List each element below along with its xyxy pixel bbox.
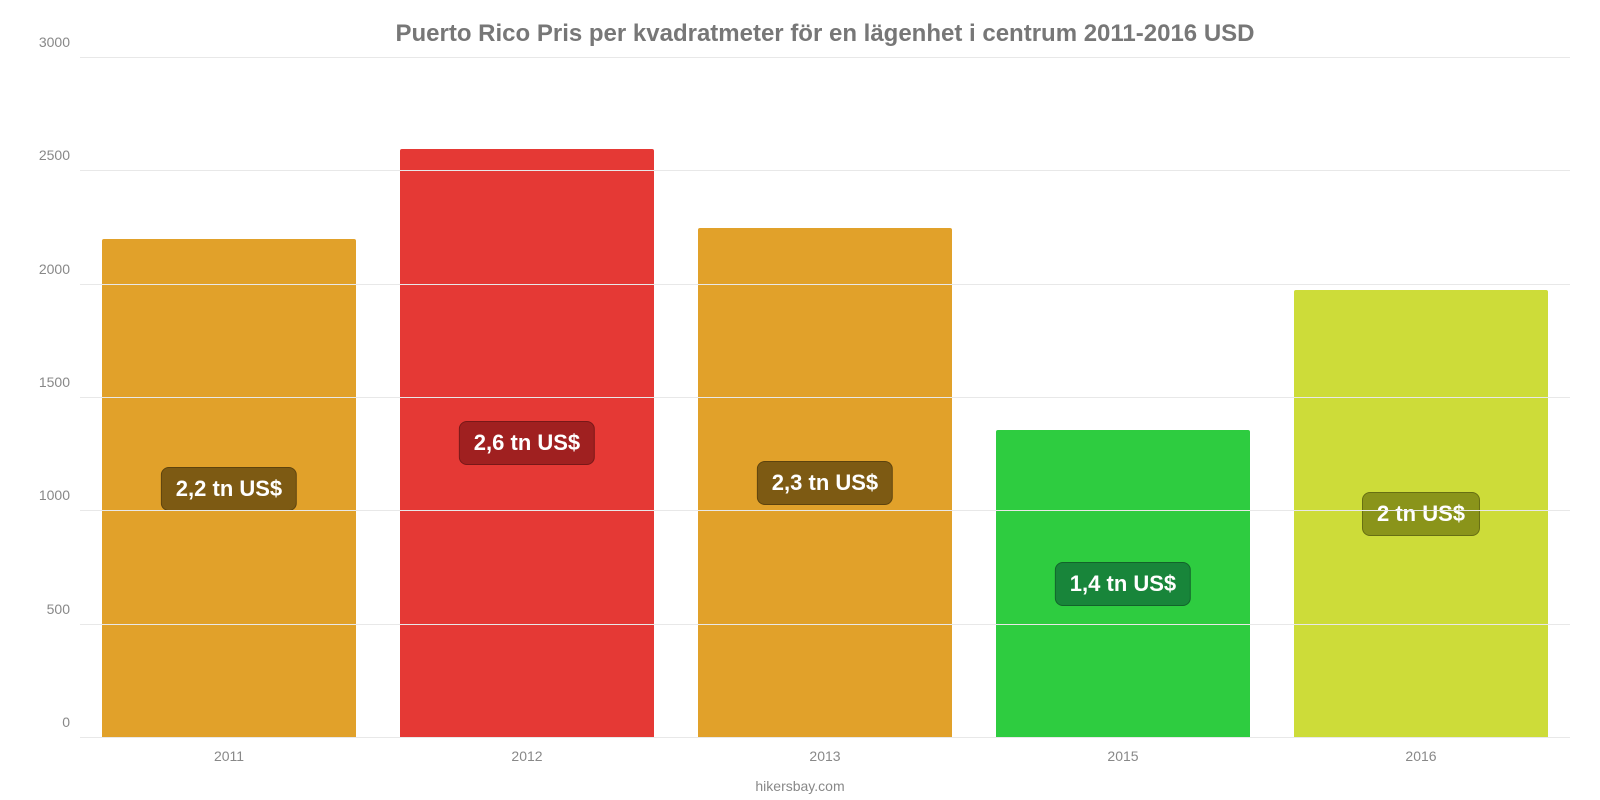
y-tick-label: 1500 xyxy=(20,374,70,390)
bar-slot: 2,6 tn US$2012 xyxy=(378,58,676,738)
bar-chart: Puerto Rico Pris per kvadratmeter för en… xyxy=(0,0,1600,800)
bar: 2,3 tn US$ xyxy=(698,228,951,738)
chart-footer: hikersbay.com xyxy=(0,778,1600,794)
chart-title: Puerto Rico Pris per kvadratmeter för en… xyxy=(80,20,1570,48)
x-tick-label: 2016 xyxy=(1405,738,1436,764)
x-tick-label: 2013 xyxy=(809,738,840,764)
bar-slot: 2,2 tn US$2011 xyxy=(80,58,378,738)
bar: 2,2 tn US$ xyxy=(102,239,355,738)
y-tick-label: 2500 xyxy=(20,147,70,163)
value-badge: 2,3 tn US$ xyxy=(757,461,893,505)
y-tick-label: 500 xyxy=(20,601,70,617)
bar: 1,4 tn US$ xyxy=(996,430,1249,738)
gridline xyxy=(80,510,1570,511)
x-tick-label: 2015 xyxy=(1107,738,1138,764)
value-badge: 1,4 tn US$ xyxy=(1055,562,1191,606)
y-tick-label: 3000 xyxy=(20,34,70,50)
gridline xyxy=(80,57,1570,58)
y-tick-label: 1000 xyxy=(20,487,70,503)
bars-container: 2,2 tn US$20112,6 tn US$20122,3 tn US$20… xyxy=(80,58,1570,738)
plot-area: 2,2 tn US$20112,6 tn US$20122,3 tn US$20… xyxy=(80,58,1570,738)
bar: 2,6 tn US$ xyxy=(400,149,653,738)
gridline xyxy=(80,284,1570,285)
value-badge: 2,6 tn US$ xyxy=(459,421,595,465)
value-badge: 2 tn US$ xyxy=(1362,492,1480,536)
bar-slot: 2 tn US$2016 xyxy=(1272,58,1570,738)
value-badge: 2,2 tn US$ xyxy=(161,467,297,511)
gridline xyxy=(80,624,1570,625)
gridline xyxy=(80,170,1570,171)
gridline xyxy=(80,737,1570,738)
bar-slot: 2,3 tn US$2013 xyxy=(676,58,974,738)
bar: 2 tn US$ xyxy=(1294,290,1547,738)
x-tick-label: 2012 xyxy=(511,738,542,764)
bar-slot: 1,4 tn US$2015 xyxy=(974,58,1272,738)
y-tick-label: 2000 xyxy=(20,261,70,277)
y-tick-label: 0 xyxy=(20,714,70,730)
x-tick-label: 2011 xyxy=(214,738,244,764)
gridline xyxy=(80,397,1570,398)
